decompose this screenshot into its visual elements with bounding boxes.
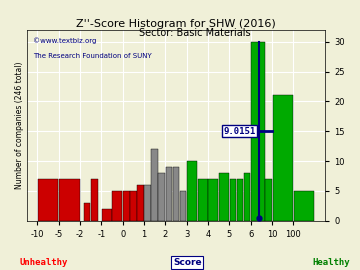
Bar xyxy=(198,179,208,221)
Bar xyxy=(219,173,229,221)
Bar xyxy=(173,167,179,221)
Text: The Research Foundation of SUNY: The Research Foundation of SUNY xyxy=(33,53,152,59)
Bar xyxy=(180,191,186,221)
Bar xyxy=(38,179,58,221)
Bar xyxy=(166,167,172,221)
Bar xyxy=(251,42,265,221)
Bar xyxy=(244,173,251,221)
Text: ©www.textbiz.org: ©www.textbiz.org xyxy=(33,38,96,44)
Y-axis label: Number of companies (246 total): Number of companies (246 total) xyxy=(15,62,24,189)
Text: Healthy: Healthy xyxy=(312,258,350,267)
Bar xyxy=(137,185,144,221)
Text: Score: Score xyxy=(173,258,202,267)
Text: Sector: Basic Materials: Sector: Basic Materials xyxy=(139,28,250,38)
Bar xyxy=(152,149,158,221)
Bar xyxy=(294,191,314,221)
Bar xyxy=(230,179,237,221)
Text: 9.0151: 9.0151 xyxy=(224,127,256,136)
Bar xyxy=(273,96,293,221)
Bar xyxy=(144,185,151,221)
Bar xyxy=(112,191,122,221)
Bar xyxy=(91,179,98,221)
Text: Unhealthy: Unhealthy xyxy=(19,258,67,267)
Bar xyxy=(102,209,112,221)
Bar xyxy=(84,203,90,221)
Bar xyxy=(130,191,137,221)
Title: Z''-Score Histogram for SHW (2016): Z''-Score Histogram for SHW (2016) xyxy=(76,19,276,29)
Bar xyxy=(123,191,130,221)
Bar xyxy=(158,173,165,221)
Bar xyxy=(265,179,272,221)
Bar xyxy=(187,161,197,221)
Bar xyxy=(208,179,219,221)
Bar xyxy=(237,179,243,221)
Bar xyxy=(59,179,80,221)
